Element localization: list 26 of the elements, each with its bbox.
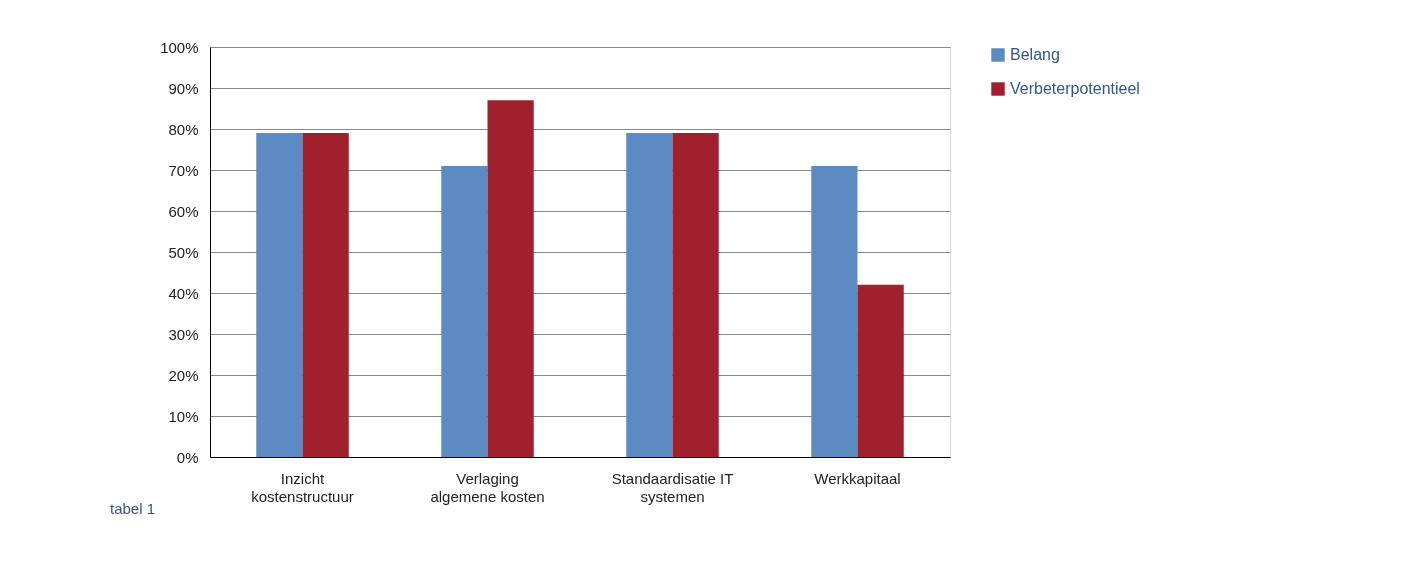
- bar: [857, 284, 904, 457]
- y-tick-label: 80%: [168, 120, 199, 138]
- x-tick-label: Werkkapitaal: [814, 469, 901, 487]
- bar: [302, 133, 349, 457]
- y-tick-label: 20%: [168, 366, 199, 384]
- bar: [672, 133, 719, 457]
- y-tick-label: 40%: [168, 284, 199, 302]
- y-tick-label: 70%: [168, 161, 199, 179]
- y-tick-label: 100%: [160, 38, 199, 56]
- y-tick-label: 90%: [168, 79, 199, 97]
- bar: [626, 133, 673, 457]
- y-tick-label: 50%: [168, 243, 199, 261]
- bar: [811, 165, 858, 457]
- text: tabel 1: [110, 500, 156, 517]
- y-tick-label: 10%: [168, 407, 199, 425]
- x-tick-label: Verlaging algemene kosten: [430, 469, 545, 505]
- y-tick-label: 30%: [168, 325, 199, 343]
- bar: [441, 165, 488, 457]
- bar: [487, 100, 534, 457]
- legend-label: Belang: [1010, 46, 1060, 63]
- y-tick-label: 60%: [168, 202, 199, 220]
- x-tick-label: Inzicht kostenstructuur: [251, 469, 354, 505]
- bar: [256, 133, 303, 457]
- legend-label: Verbeterpotentieel: [1010, 80, 1140, 97]
- x-tick-label: Standaardisatie IT systemen: [611, 469, 734, 505]
- y-tick-label: 0%: [176, 448, 199, 466]
